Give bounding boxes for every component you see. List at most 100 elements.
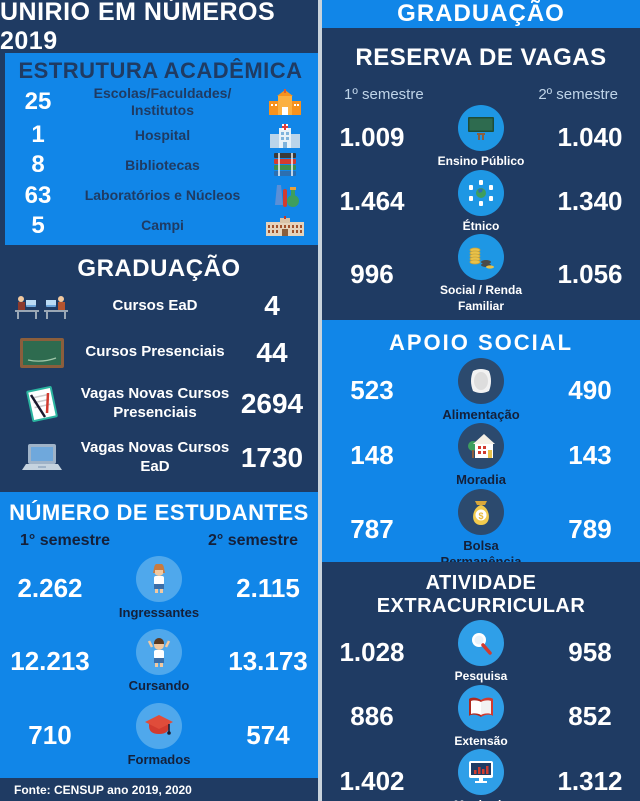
globe-people-icon (458, 169, 504, 216)
sem2-value: 958 (568, 636, 612, 667)
apoio-rows: 523 Alimentação 490 148 (322, 356, 640, 576)
estrutura-value: 63 (24, 181, 52, 209)
magnifier-icon (458, 620, 504, 666)
plate-icon (458, 358, 504, 404)
left-column: UNIRIO EM NÚMEROS 2019 ESTRUTURA ACADÊMI… (0, 0, 318, 801)
lab-flasks-icon (256, 183, 314, 209)
sem2-value: 13.173 (228, 646, 308, 677)
graduacao-label: Cursos Presenciais (85, 343, 225, 361)
estrutura-label: Hospital (134, 126, 191, 143)
student-girl-icon (136, 556, 182, 603)
sem2-label: 2° semestre (207, 532, 298, 549)
stat-center: Monitoria (422, 749, 540, 801)
apoio-row: 787 $ Bolsa Permanência 789 (322, 488, 640, 571)
sem1-value: 1.402 (339, 765, 405, 796)
sem1-value: 710 (28, 719, 72, 750)
section-numero-estudantes: NÚMERO DE ESTUDANTES 1° semestre 2° seme… (0, 492, 318, 778)
estudantes-rows: 2.262 Ingressantes 2.115 12.213 (0, 550, 318, 778)
estrutura-row: 25 Escolas/Faculdades/ Institutos (7, 85, 314, 119)
estrutura-rows: 25 Escolas/Faculdades/ Institutos 1 Hosp… (7, 84, 314, 241)
sem2-value: 789 (568, 513, 612, 544)
stat-center: Social / Renda Familiar (422, 234, 540, 314)
estrutura-value: 1 (31, 121, 45, 149)
section-graduacao-left: GRADUAÇÃO Cursos EaD 4 Cursos Presenciai… (0, 245, 318, 492)
estrutura-value: 8 (31, 151, 45, 179)
school-icon (256, 88, 314, 115)
estrutura-label: Laboratórios e Núcleos (84, 187, 241, 204)
laptop-icon (6, 442, 78, 474)
atividade-row: 886 Extensão 852 (322, 684, 640, 750)
campus-building-icon (256, 215, 314, 236)
sem2-value: 2.115 (236, 573, 300, 604)
sem1-label: 1º semestre (344, 86, 424, 103)
column-divider (318, 0, 322, 801)
right-header-graduacao: GRADUAÇÃO (322, 0, 640, 28)
monitor-chart-icon (458, 749, 504, 796)
graduacao-row: Vagas Novas Cursos EaD 1730 (6, 439, 312, 477)
grad-cap-icon (136, 702, 182, 749)
apoio-row: 523 Alimentação 490 (322, 358, 640, 423)
right-column: GRADUAÇÃO RESERVA DE VAGAS 1º semestre 2… (322, 0, 640, 801)
estrutura-label: Escolas/Faculdades/ Institutos (93, 85, 232, 118)
books-icon (256, 152, 314, 178)
stat-center: Ingressantes (100, 556, 218, 621)
ead-desks-icon (6, 292, 78, 320)
stat-label: Extensão (454, 733, 508, 748)
chalkboard-icon (6, 337, 78, 368)
section-apoio-social: APOIO SOCIAL 523 Alimentação 490 148 (322, 320, 640, 569)
sem1-value: 12.213 (10, 646, 90, 677)
sem1-value: 996 (350, 258, 394, 289)
estrutura-label: Bibliotecas (125, 156, 200, 173)
graduacao-label: Vagas Novas Cursos Presenciais (80, 385, 230, 421)
stat-center: Moradia (422, 423, 540, 488)
atividade-rows: 1.028 Pesquisa 958 886 (322, 618, 640, 801)
section-atividade-extracurricular: ATIVIDADE EXTRACURRICULAR 1.028 Pesquisa… (322, 562, 640, 801)
stat-label: Pesquisa (454, 669, 508, 683)
sem1-value: 1.028 (339, 636, 405, 667)
sem2-label: 2º semestre (538, 86, 618, 103)
hospital-icon (256, 122, 314, 149)
stat-center: Formados (100, 702, 218, 768)
graduacao-value: 2694 (240, 387, 304, 419)
graduacao-rows: Cursos EaD 4 Cursos Presenciais 44 Vagas… (6, 283, 312, 484)
estudantes-row: 710 Formados 574 (0, 702, 318, 768)
sem2-value: 1.340 (557, 186, 623, 217)
estrutura-row: 1 Hospital (7, 121, 314, 149)
sem1-value: 1.464 (339, 186, 405, 217)
stat-center: Ensino Público (422, 105, 540, 170)
sem2-value: 852 (568, 701, 612, 732)
section-estrutura-academica: ESTRUTURA ACADÊMICA 25 Escolas/Faculdade… (5, 53, 318, 245)
sem2-value: 143 (568, 440, 612, 471)
estudantes-row: 2.262 Ingressantes 2.115 (0, 556, 318, 621)
chalkboard-desk-icon (458, 105, 504, 151)
stat-label: Ensino Público (437, 154, 525, 168)
stat-label: Ingressantes (118, 605, 200, 621)
stat-label: Monitoria (454, 798, 508, 801)
graduacao-value: 4 (264, 290, 280, 322)
sem2-value: 1.040 (557, 121, 623, 152)
stat-label: Étnico (462, 218, 500, 233)
money-bag-icon: $ (458, 488, 504, 535)
atividade-row: 1.402 Monitoria 1.312 (322, 749, 640, 801)
estrutura-row: 63 Laboratórios e Núcleos (7, 182, 314, 210)
sem1-value: 148 (350, 440, 394, 471)
sem1-value: 787 (350, 513, 394, 544)
apoio-row: 148 Moradia 143 (322, 423, 640, 488)
graduacao-label: Cursos EaD (112, 296, 198, 314)
graduacao-value: 1730 (240, 442, 304, 474)
graduacao-row: Vagas Novas Cursos Presenciais 2694 (6, 383, 312, 425)
stat-center: Pesquisa (422, 620, 540, 685)
stat-label: Alimentação (442, 407, 520, 422)
sem2-value: 490 (568, 375, 612, 406)
coins-icon (458, 234, 504, 281)
estrutura-row: 5 Campi (7, 212, 314, 240)
stat-label: Formados (127, 751, 191, 767)
notepad-pen-icon (6, 383, 78, 425)
reserva-heading: RESERVA DE VAGAS (355, 44, 607, 71)
sem2-value: 574 (246, 719, 290, 750)
stat-label: Moradia (456, 472, 506, 488)
svg-text:$: $ (478, 511, 483, 521)
stat-center: Cursando (100, 629, 218, 694)
left-footer-source: Fonte: CENSUP ano 2019, 2020 (0, 778, 318, 801)
